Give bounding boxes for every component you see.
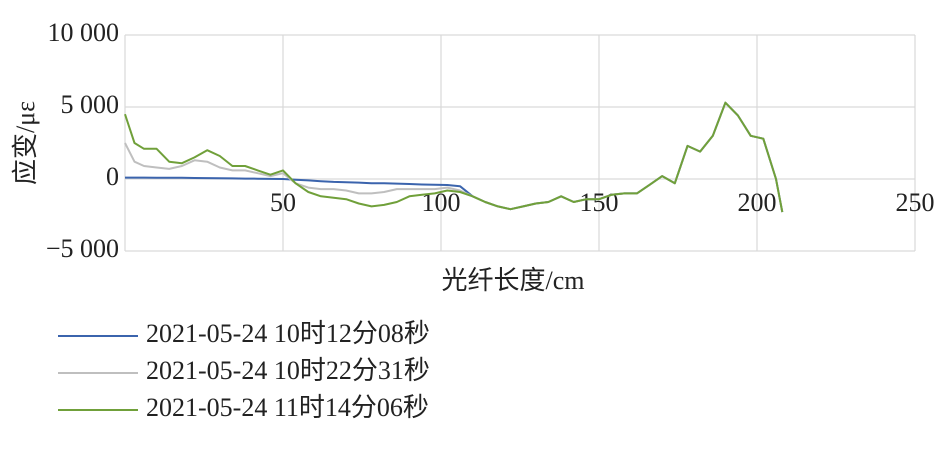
y-tick-label: 5 000 — [61, 90, 120, 119]
data-line — [124, 101, 784, 213]
x-tick-label: 150 — [580, 188, 619, 217]
legend-label: 2021-05-24 10时22分31秒 — [146, 356, 430, 385]
y-tick-label: 0 — [106, 162, 119, 191]
y-tick-label: 10 000 — [48, 18, 120, 47]
x-axis-label: 光纤长度/cm — [442, 266, 585, 295]
y-axis-label: 应变/με — [11, 101, 40, 185]
legend-label: 2021-05-24 10时12分08秒 — [146, 319, 430, 348]
x-tick-label: 200 — [738, 188, 777, 217]
y-tick-label: −5 000 — [46, 234, 119, 263]
x-tick-label: 250 — [896, 188, 935, 217]
x-tick-label: 50 — [270, 188, 296, 217]
legend-label: 2021-05-24 11时14分06秒 — [146, 393, 429, 422]
